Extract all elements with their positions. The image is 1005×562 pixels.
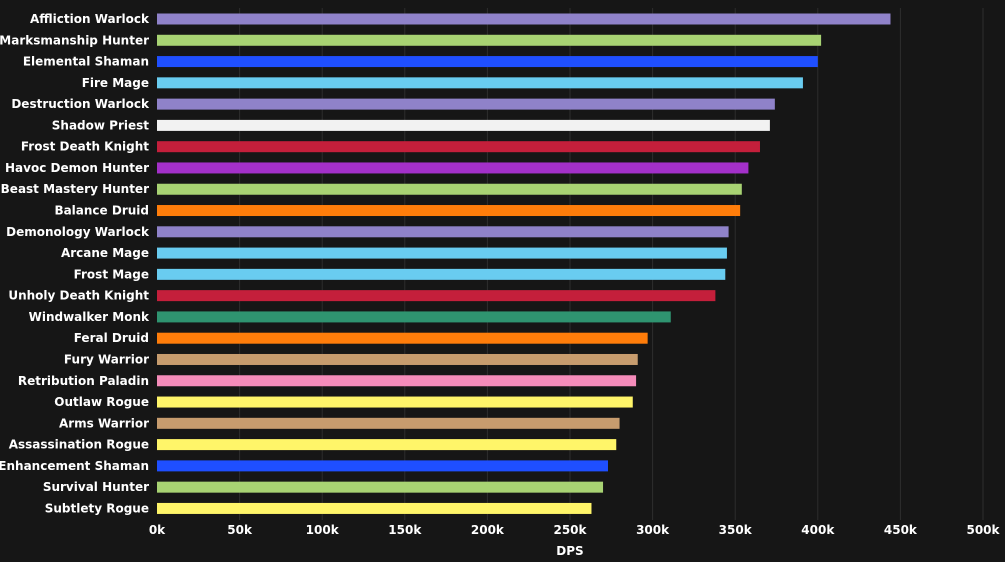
bar-frost-death-knight[interactable]	[157, 141, 760, 153]
x-axis-tick-labels: 0k 50k 100k 150k 200k 250k 300k 350k 400k 450k 500…	[149, 523, 1001, 537]
category-label: Windwalker Monk	[29, 310, 150, 324]
category-label: Fire Mage	[82, 76, 149, 90]
category-label: Elemental Shaman	[23, 55, 149, 69]
x-tick-label: 0k	[149, 523, 166, 537]
category-label: Frost Death Knight	[21, 140, 149, 154]
category-label: Shadow Priest	[52, 118, 149, 132]
bar-assassination-rogue[interactable]	[157, 439, 617, 451]
category-label: Demonology Warlock	[6, 225, 150, 239]
category-label: Fury Warrior	[64, 352, 149, 366]
category-label: Feral Druid	[74, 331, 149, 345]
category-label: Subtlety Rogue	[45, 501, 149, 515]
category-label: Assassination Rogue	[9, 438, 149, 452]
x-tick-label: 50k	[227, 523, 253, 537]
category-label: Balance Druid	[54, 204, 149, 218]
bar-affliction-warlock[interactable]	[157, 13, 891, 25]
bars	[157, 13, 891, 514]
x-tick-label: 400k	[801, 523, 835, 537]
bar-elemental-shaman[interactable]	[157, 56, 818, 68]
category-label: Affliction Warlock	[30, 12, 150, 26]
x-axis-title: DPS	[556, 544, 583, 558]
bar-demonology-warlock[interactable]	[157, 226, 729, 238]
x-tick-label: 200k	[471, 523, 505, 537]
bar-survival-hunter[interactable]	[157, 481, 604, 493]
bar-fury-warrior[interactable]	[157, 353, 638, 365]
bar-arcane-mage[interactable]	[157, 247, 727, 259]
bar-marksmanship-hunter[interactable]	[157, 34, 822, 46]
category-label: Arms Warrior	[59, 416, 149, 430]
bar-feral-druid[interactable]	[157, 332, 648, 344]
bar-shadow-priest[interactable]	[157, 119, 770, 131]
category-label: Arcane Mage	[61, 246, 149, 260]
category-label: Survival Hunter	[43, 480, 149, 494]
category-label: Enhancement Shaman	[0, 459, 149, 473]
bar-subtlety-rogue[interactable]	[157, 502, 592, 514]
bar-windwalker-monk[interactable]	[157, 311, 671, 323]
x-tick-label: 100k	[306, 523, 340, 537]
x-tick-label: 450k	[884, 523, 918, 537]
category-label: Frost Mage	[74, 267, 149, 281]
category-label: Marksmanship Hunter	[0, 33, 149, 47]
grid-lines	[239, 8, 984, 520]
category-label: Retribution Paladin	[18, 374, 149, 388]
bar-enhancement-shaman[interactable]	[157, 460, 608, 472]
bar-unholy-death-knight[interactable]	[157, 290, 716, 302]
bar-arms-warrior[interactable]	[157, 417, 620, 429]
bar-frost-mage[interactable]	[157, 268, 726, 280]
category-label: Outlaw Rogue	[54, 395, 149, 409]
x-tick-label: 350k	[719, 523, 753, 537]
x-tick-label: 300k	[636, 523, 670, 537]
category-label: Unholy Death Knight	[8, 289, 149, 303]
bar-beast-mastery-hunter[interactable]	[157, 183, 742, 195]
bar-balance-druid[interactable]	[157, 205, 741, 217]
x-tick-label: 150k	[388, 523, 422, 537]
x-tick-label: 250k	[553, 523, 587, 537]
bar-destruction-warlock[interactable]	[157, 98, 775, 110]
bar-havoc-demon-hunter[interactable]	[157, 162, 749, 174]
bar-outlaw-rogue[interactable]	[157, 396, 633, 408]
x-tick-label: 500k	[966, 523, 1000, 537]
category-label: Beast Mastery Hunter	[1, 182, 149, 196]
category-label: Havoc Demon Hunter	[5, 161, 149, 175]
bar-retribution-paladin[interactable]	[157, 375, 637, 387]
category-label: Destruction Warlock	[11, 97, 150, 111]
category-labels: Affliction Warlock Marksmanship Hunter Ele…	[0, 12, 150, 515]
bar-fire-mage[interactable]	[157, 77, 803, 89]
